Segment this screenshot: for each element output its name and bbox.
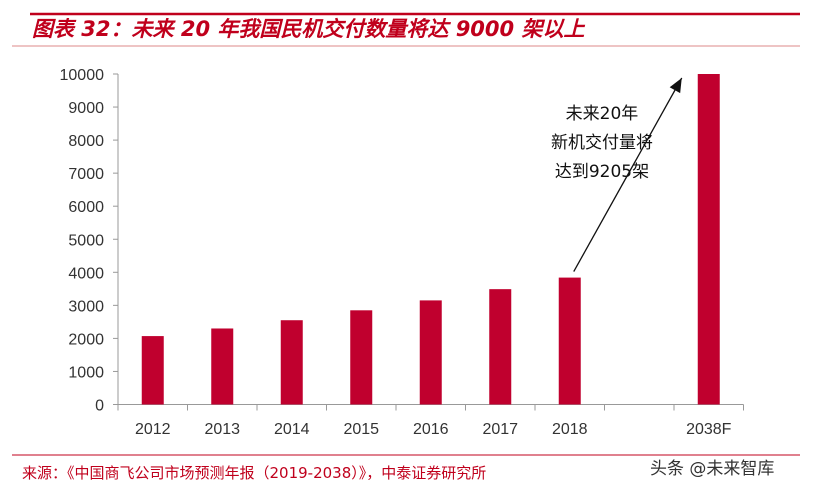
x-tick-label: 2016: [413, 421, 449, 438]
chart-title: 图表 32：未来 20 年我国民机交付数量将达 9000 架以上: [32, 17, 585, 41]
x-tick-label: 2012: [135, 421, 171, 438]
y-tick-label: 7000: [68, 166, 104, 183]
annotation-arrow-line: [573, 77, 683, 272]
annotation-text: 新机交付量将: [551, 133, 653, 153]
x-tick-label: 2038F: [686, 421, 732, 438]
watermark: 头条 @未来智库: [650, 459, 774, 479]
bar-2018: [558, 277, 581, 405]
bar-2012: [141, 336, 164, 405]
x-tick-label: 2015: [343, 421, 379, 438]
x-tick-label: 2018: [552, 421, 588, 438]
annotation-text: 未来20年: [566, 104, 639, 124]
x-tick-label: 2014: [274, 421, 310, 438]
y-tick-label: 6000: [68, 199, 104, 216]
bar-2016: [419, 300, 442, 405]
bar-2038F: [697, 74, 720, 405]
y-tick-label: 4000: [68, 265, 104, 282]
bar-2013: [211, 328, 234, 405]
y-tick-label: 2000: [68, 331, 104, 348]
x-tick-label: 2013: [204, 421, 240, 438]
y-tick-label: 8000: [68, 133, 104, 150]
y-tick-label: 9000: [68, 100, 104, 117]
bar-2017: [489, 289, 512, 405]
source-note: 来源：《中国商飞公司市场预测年报（2019-2038）》，中泰证券研究所: [22, 464, 486, 482]
y-tick-label: 3000: [68, 298, 104, 315]
y-tick-label: 1000: [68, 364, 104, 381]
x-tick-label: 2017: [482, 421, 518, 438]
annotation-arrow-head: [669, 78, 682, 94]
y-tick-label: 5000: [68, 232, 104, 249]
bar-2014: [280, 320, 303, 405]
y-tick-label: 10000: [60, 67, 105, 84]
y-tick-label: 0: [95, 398, 104, 415]
bar-2015: [350, 310, 373, 405]
annotation-text: 达到9205架: [555, 162, 649, 182]
